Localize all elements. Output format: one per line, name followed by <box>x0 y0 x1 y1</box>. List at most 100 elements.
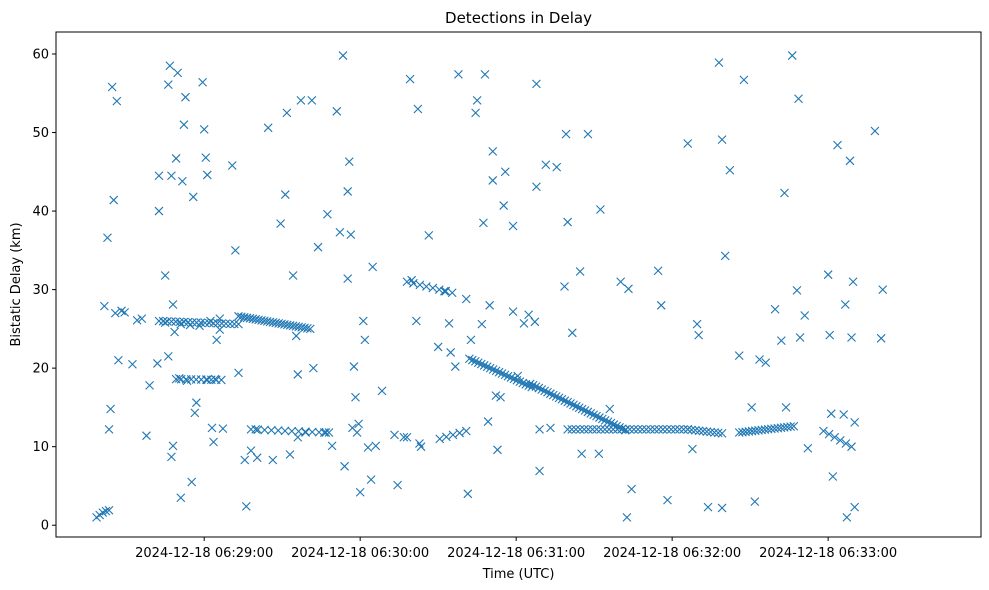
data-point-marker <box>360 335 370 345</box>
data-point-marker <box>327 441 337 451</box>
data-point-marker <box>531 382 541 392</box>
data-point-marker <box>683 425 693 434</box>
x-tick-label: 2024-12-18 06:31:00 <box>447 546 585 561</box>
data-point-marker <box>441 432 451 442</box>
data-point-marker <box>485 300 495 310</box>
data-point-marker <box>201 153 211 163</box>
y-tick-label: 20 <box>32 362 49 377</box>
data-point-marker <box>624 284 633 294</box>
data-point-marker <box>354 419 364 429</box>
data-point-marker <box>604 425 614 434</box>
data-point-marker <box>280 190 290 199</box>
data-point-marker <box>755 355 764 364</box>
data-point-marker <box>717 503 727 513</box>
data-point-marker <box>441 286 451 296</box>
data-point-marker <box>163 351 173 361</box>
data-point-marker <box>491 391 501 401</box>
data-point-marker <box>346 230 356 240</box>
data-point-marker <box>191 398 201 408</box>
data-point-marker <box>415 439 424 448</box>
data-point-marker <box>476 359 486 369</box>
data-point-marker <box>571 401 581 411</box>
data-point-marker <box>850 417 860 427</box>
y-tick-label: 40 <box>32 205 49 220</box>
x-tick-label: 2024-12-18 06:32:00 <box>603 546 741 561</box>
data-point-marker <box>848 277 858 287</box>
data-point-marker <box>488 146 498 156</box>
data-point-marker <box>679 425 688 434</box>
data-point-marker <box>494 367 504 377</box>
data-point-marker <box>534 383 544 393</box>
data-point-marker <box>273 426 283 435</box>
data-point-marker <box>447 288 457 298</box>
data-point-marker <box>285 450 295 459</box>
data-point-marker <box>508 307 518 316</box>
data-point-marker <box>500 167 510 177</box>
data-point-marker <box>168 300 178 309</box>
data-point-marker <box>603 417 613 427</box>
data-point-marker <box>366 475 376 485</box>
data-point-marker <box>225 319 235 329</box>
data-point-marker <box>204 318 214 328</box>
data-point-marker <box>154 206 164 216</box>
data-point-marker <box>301 427 310 437</box>
data-point-marker <box>171 317 181 327</box>
data-point-marker <box>870 126 880 136</box>
data-point-marker <box>340 461 349 471</box>
data-point-marker <box>524 310 534 320</box>
y-tick-label: 0 <box>41 519 49 534</box>
data-point-marker <box>794 94 803 104</box>
data-point-marker <box>823 270 833 280</box>
chart-title: Detections in Delay <box>445 9 592 27</box>
data-point-marker <box>332 106 342 116</box>
data-point-marker <box>780 188 789 198</box>
data-point-marker <box>390 430 399 440</box>
data-point-marker <box>323 209 332 219</box>
data-point-marker <box>230 245 240 255</box>
data-point-marker <box>563 397 573 407</box>
data-point-marker <box>621 425 631 434</box>
data-point-marker <box>512 375 522 385</box>
data-point-marker <box>399 432 409 442</box>
data-point-marker <box>198 77 208 87</box>
data-point-marker <box>592 411 601 421</box>
data-point-marker <box>170 327 179 337</box>
data-point-marker <box>463 489 473 499</box>
data-point-marker <box>179 120 189 130</box>
data-point-marker <box>509 374 519 384</box>
data-point-marker <box>454 70 463 79</box>
data-point-marker <box>314 427 324 437</box>
data-point-marker <box>683 139 693 148</box>
data-point-marker <box>154 316 164 326</box>
data-point-marker <box>687 425 696 435</box>
data-point-marker <box>670 425 680 434</box>
x-tick-label: 2024-12-18 06:30:00 <box>291 546 429 561</box>
data-point-marker <box>554 393 564 403</box>
data-point-marker <box>876 333 886 343</box>
data-point-marker <box>234 368 243 378</box>
data-point-marker <box>567 425 577 434</box>
data-point-marker <box>308 363 318 373</box>
data-point-marker <box>120 307 130 317</box>
x-tick-label: 2024-12-18 06:33:00 <box>759 546 897 561</box>
data-point-marker <box>263 123 273 133</box>
data-point-marker <box>177 176 187 186</box>
data-point-marker <box>566 399 575 408</box>
data-point-marker <box>525 379 535 389</box>
y-tick-label: 60 <box>32 47 49 62</box>
data-point-marker <box>473 358 483 368</box>
data-point-marker <box>402 277 412 287</box>
data-point-marker <box>479 361 489 370</box>
data-point-marker <box>580 406 590 415</box>
x-tick-label: 2024-12-18 06:29:00 <box>135 546 273 561</box>
data-point-marker <box>252 453 262 463</box>
data-point-marker <box>477 319 487 329</box>
data-point-marker <box>106 404 115 414</box>
data-point-marker <box>694 426 704 436</box>
data-point-marker <box>499 201 509 210</box>
data-point-marker <box>839 410 849 419</box>
data-point-marker <box>662 425 672 434</box>
data-point-marker <box>167 317 176 326</box>
data-point-marker <box>841 439 851 448</box>
data-point-marker <box>842 512 852 522</box>
